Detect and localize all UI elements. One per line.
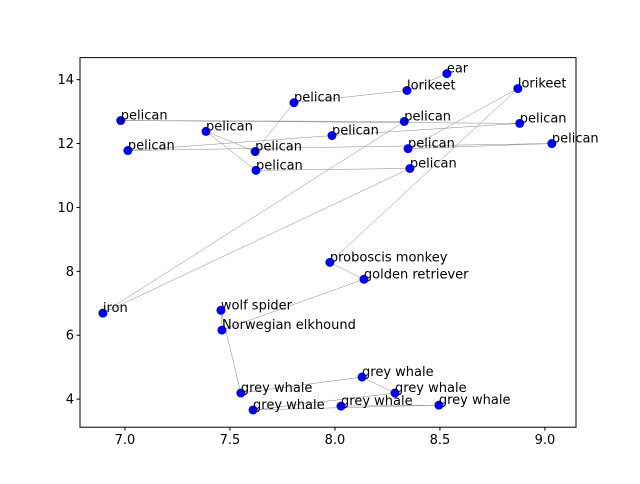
point <box>434 400 444 410</box>
y-tick-label: 14 <box>57 73 74 88</box>
point <box>402 86 412 96</box>
point-label: proboscis monkey <box>330 250 448 265</box>
point-label: pelican <box>256 158 303 173</box>
point <box>98 308 108 318</box>
x-tick-label: 8.0 <box>325 433 346 448</box>
point <box>251 165 261 175</box>
point <box>248 405 258 415</box>
y-tick-label: 12 <box>57 137 74 152</box>
point <box>513 84 523 94</box>
point <box>399 116 409 126</box>
y-tick-label: 6 <box>66 329 74 344</box>
point <box>405 163 415 173</box>
point-label: grey whale <box>341 394 413 409</box>
x-tick-label: 9.0 <box>535 433 556 448</box>
point <box>325 257 335 267</box>
point-label: ear <box>447 62 469 77</box>
point-label: pelican <box>404 109 451 124</box>
point-label: pelican <box>520 111 567 126</box>
point <box>123 146 133 156</box>
point-label: pelican <box>255 140 302 155</box>
point-label: wolf spider <box>221 298 293 313</box>
point <box>357 372 367 382</box>
point <box>116 116 126 126</box>
y-tick-label: 10 <box>57 201 74 216</box>
point-label: pelican <box>121 109 168 124</box>
point <box>250 147 260 157</box>
point-label: golden retriever <box>364 267 469 282</box>
x-tick-label: 8.5 <box>430 433 451 448</box>
point <box>403 144 413 154</box>
point <box>547 139 557 149</box>
point <box>289 98 299 108</box>
point-label: pelican <box>552 132 599 147</box>
point-label: grey whale <box>395 381 467 396</box>
connector-line <box>102 73 552 411</box>
point-label: grey whale <box>241 381 313 396</box>
point <box>327 131 337 141</box>
point <box>359 274 369 284</box>
axes-frame <box>79 57 577 428</box>
point <box>236 388 246 398</box>
point <box>216 305 226 315</box>
point-label: pelican <box>410 156 457 171</box>
point-label: pelican <box>294 91 341 106</box>
point <box>201 126 211 136</box>
point <box>515 118 525 128</box>
y-tick-label: 8 <box>66 265 74 280</box>
point-label: lorikeet <box>518 77 567 92</box>
point-label: grey whale <box>253 398 325 413</box>
point-label: pelican <box>206 119 253 134</box>
x-tick-label: 7.5 <box>220 433 241 448</box>
point-label: iron <box>103 301 128 316</box>
point <box>336 401 346 411</box>
point-label: pelican <box>408 137 455 152</box>
y-tick-label: 4 <box>66 393 74 408</box>
point <box>217 325 227 335</box>
point-label: pelican <box>128 139 175 154</box>
point-label: lorikeet <box>407 79 456 94</box>
point-label: pelican <box>332 124 379 139</box>
point <box>390 388 400 398</box>
point <box>442 69 452 79</box>
point-label: Norwegian elkhound <box>222 318 356 333</box>
x-tick-label: 7.0 <box>115 433 136 448</box>
point-label: grey whale <box>362 365 434 380</box>
point-label: grey whale <box>439 393 511 408</box>
